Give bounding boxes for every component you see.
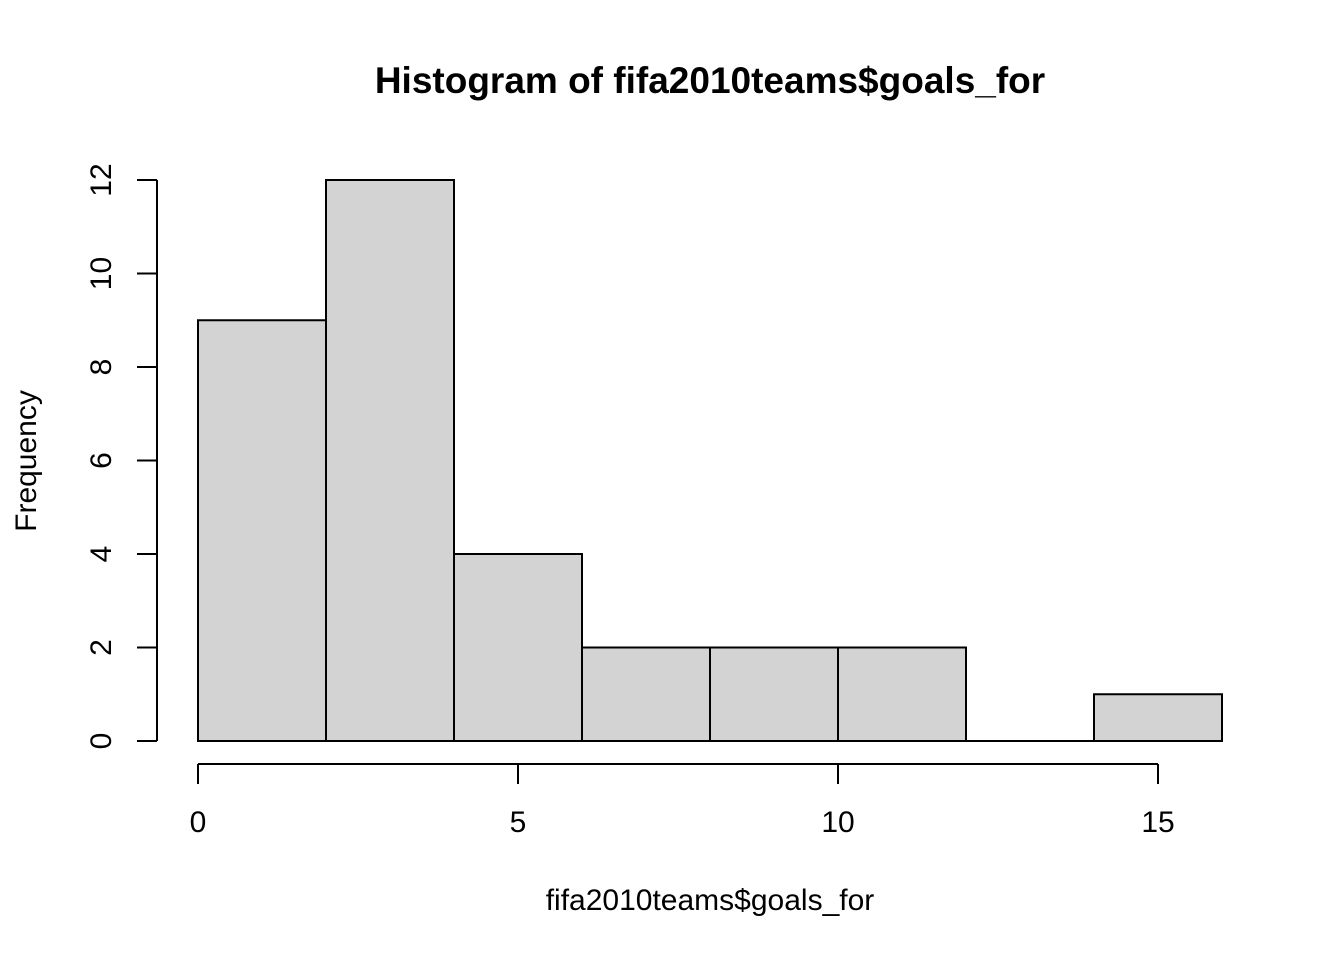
y-axis-label: Frequency xyxy=(10,390,43,532)
histogram-bar xyxy=(1093,693,1223,742)
histogram-bar xyxy=(581,646,711,742)
x-axis-label: fifa2010teams$goals_for xyxy=(546,884,875,917)
x-tick-label: 5 xyxy=(510,806,527,839)
y-tick-label: 2 xyxy=(85,639,118,656)
x-tick-label: 0 xyxy=(190,806,207,839)
histogram-bar xyxy=(453,553,583,742)
x-axis: 0 5 10 15 xyxy=(190,763,1175,839)
x-tick-label: 10 xyxy=(821,806,854,839)
histogram-bar xyxy=(837,646,967,742)
histogram-bar xyxy=(197,319,327,742)
y-tick-label: 10 xyxy=(85,257,118,290)
histogram-bar xyxy=(325,179,455,742)
y-tick-label: 12 xyxy=(85,163,118,196)
y-tick-label: 0 xyxy=(85,733,118,750)
x-tick-label: 15 xyxy=(1141,806,1174,839)
y-tick-label: 4 xyxy=(85,546,118,563)
histogram-bar xyxy=(709,646,839,742)
y-axis: 0 2 4 6 8 10 12 xyxy=(85,163,158,750)
bars-group xyxy=(197,179,1223,742)
y-tick-label: 8 xyxy=(85,359,118,376)
chart-title: Histogram of fifa2010teams$goals_for xyxy=(375,60,1045,101)
y-tick-label: 6 xyxy=(85,452,118,469)
